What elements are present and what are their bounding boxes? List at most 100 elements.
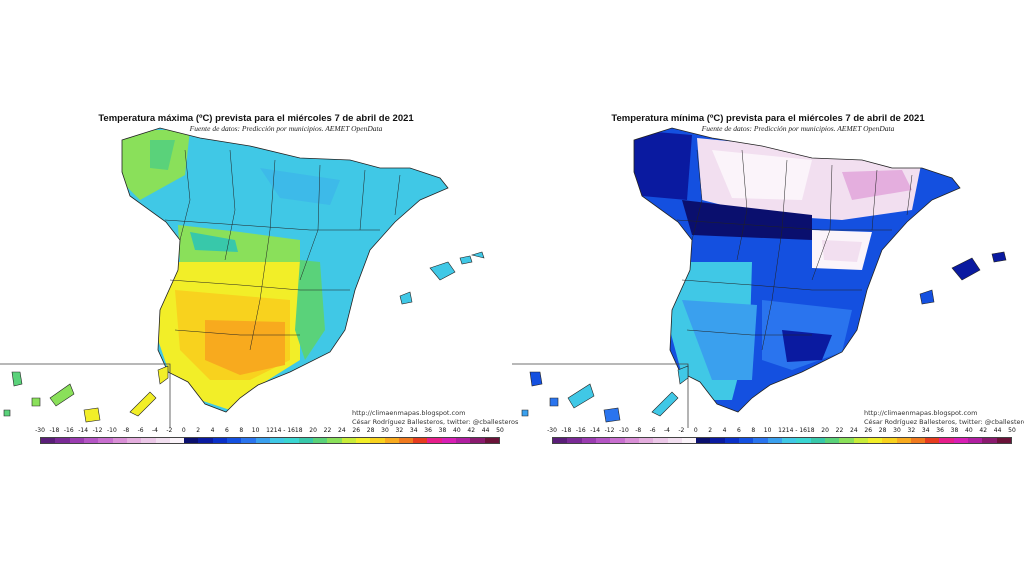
credit-url: http://climaenmapas.blogspot.com bbox=[352, 409, 466, 417]
balearic-islands bbox=[399, 251, 485, 305]
scale-label: 14 - 16 bbox=[785, 427, 807, 434]
scale-label: 6 bbox=[224, 427, 229, 434]
scale-swatch bbox=[341, 438, 356, 443]
scale-label: 0 bbox=[181, 427, 186, 434]
scale-label: 42 bbox=[979, 427, 988, 434]
scale-swatch bbox=[327, 438, 342, 443]
scale-label: 18 bbox=[806, 427, 815, 434]
scale-label: -12 bbox=[92, 427, 103, 434]
scale-swatch bbox=[953, 438, 969, 443]
scale-label: 50 bbox=[1008, 427, 1016, 434]
scale-label: -18 bbox=[49, 427, 60, 434]
scale-swatch bbox=[696, 438, 711, 443]
scale-swatch bbox=[298, 438, 313, 443]
balearic-islands bbox=[919, 251, 1007, 305]
scale-swatch bbox=[653, 438, 668, 443]
scale-label: -6 bbox=[137, 427, 144, 434]
scale-label: 34 bbox=[921, 427, 930, 434]
scale-bar bbox=[552, 437, 1012, 444]
scale-label: -4 bbox=[664, 427, 670, 434]
scale-label: 0 bbox=[693, 427, 698, 434]
credit-url: http://climaenmapas.blogspot.com bbox=[864, 409, 978, 417]
scale-swatch bbox=[553, 438, 568, 443]
scale-swatch bbox=[456, 438, 471, 443]
scale-label: 20 bbox=[821, 427, 829, 434]
credit-author: César Rodríguez Ballesteros, twitter: @c… bbox=[352, 418, 519, 426]
canary-inset-frame bbox=[512, 363, 689, 428]
scale-swatch bbox=[882, 438, 897, 443]
scale-swatch bbox=[839, 438, 854, 443]
scale-swatch bbox=[470, 438, 485, 443]
scale-swatch bbox=[169, 438, 185, 443]
scale-label: 24 bbox=[850, 427, 858, 434]
scale-label: -14 bbox=[590, 427, 601, 434]
scale-label: 20 bbox=[309, 427, 317, 434]
scale-swatch bbox=[427, 438, 442, 443]
scale-swatch bbox=[441, 438, 457, 443]
scale-label: 42 bbox=[467, 427, 476, 434]
scale-swatch bbox=[710, 438, 725, 443]
scale-label: 2 bbox=[196, 427, 201, 434]
scale-swatch bbox=[667, 438, 682, 443]
scale-label: 4 bbox=[722, 427, 727, 434]
scale-label: -18 bbox=[561, 427, 572, 434]
scale-labels: -30 -18 -16 -14 -12 -10 -8 -6 -4 -2 0 2 4 6 8 10 12 14 - … bbox=[35, 427, 504, 436]
scale-swatch bbox=[595, 438, 611, 443]
scale-label: -8 bbox=[635, 427, 642, 434]
scale-swatch bbox=[624, 438, 639, 443]
scale-swatch bbox=[69, 438, 84, 443]
min-temperature-map bbox=[512, 127, 1007, 428]
scale-swatch bbox=[227, 438, 242, 443]
scale-label: 36 bbox=[936, 427, 944, 434]
scale-label: 30 bbox=[381, 427, 389, 434]
scale-label: 50 bbox=[496, 427, 504, 434]
scale-label: 40 bbox=[965, 427, 973, 434]
scale-swatch bbox=[312, 438, 328, 443]
scale-swatch bbox=[796, 438, 811, 443]
scale-label: 36 bbox=[424, 427, 432, 434]
scale-label: 22 bbox=[835, 427, 844, 434]
scale-swatch bbox=[384, 438, 399, 443]
province-borders bbox=[164, 149, 401, 351]
scale-swatch bbox=[968, 438, 983, 443]
scale-swatch bbox=[939, 438, 954, 443]
scale-swatch bbox=[810, 438, 825, 443]
scale-label: 14 - 16 bbox=[273, 427, 295, 434]
scale-swatch bbox=[184, 438, 199, 443]
scale-label: -10 bbox=[106, 427, 117, 434]
scale-swatch bbox=[55, 438, 70, 443]
scale-label: 22 bbox=[323, 427, 332, 434]
scale-bar bbox=[40, 437, 500, 444]
scale-swatch bbox=[567, 438, 582, 443]
scale-labels: -30 -18 -16 -14 -12 -10 -8 -6 -4 -2 0 2 4 6 8 10 12 14 - … bbox=[547, 427, 1016, 436]
color-scale-legend: -30 -18 -16 -14 -12 -10 -8 -6 -4 -2 0 2 4 6 8 10 12 14 - … bbox=[547, 427, 1016, 451]
scale-label: -16 bbox=[575, 427, 586, 434]
scale-label: 44 bbox=[993, 427, 1002, 434]
map-subtitle: Fuente de datos: Predicción por municipi… bbox=[701, 124, 895, 133]
scale-label: -2 bbox=[678, 427, 685, 434]
scale-label: 12 bbox=[266, 427, 274, 434]
scale-label: 32 bbox=[907, 427, 916, 434]
scale-label: -16 bbox=[63, 427, 74, 434]
scale-swatch bbox=[284, 438, 299, 443]
scale-label: 8 bbox=[751, 427, 756, 434]
scale-label: 8 bbox=[239, 427, 244, 434]
map-title: Temperatura mínima (ºC) prevista para el… bbox=[611, 113, 925, 124]
scale-swatch bbox=[484, 438, 499, 443]
scale-swatch bbox=[896, 438, 911, 443]
max-temperature-map bbox=[0, 127, 485, 428]
scale-label: 28 bbox=[366, 427, 375, 434]
scale-label: 12 bbox=[778, 427, 786, 434]
canary-islands bbox=[521, 365, 689, 423]
scale-label: -14 bbox=[78, 427, 89, 434]
scale-swatch bbox=[638, 438, 654, 443]
scale-swatch bbox=[910, 438, 926, 443]
min-temperature-panel: Temperatura mínima (ºC) prevista para el… bbox=[512, 0, 1024, 576]
scale-swatch bbox=[982, 438, 997, 443]
scale-label: 18 bbox=[294, 427, 303, 434]
scale-swatch bbox=[753, 438, 768, 443]
scale-swatch bbox=[41, 438, 56, 443]
scale-label: -30 bbox=[35, 427, 45, 434]
scale-label: -12 bbox=[604, 427, 615, 434]
map-subtitle: Fuente de datos: Predicción por municipi… bbox=[189, 124, 383, 133]
